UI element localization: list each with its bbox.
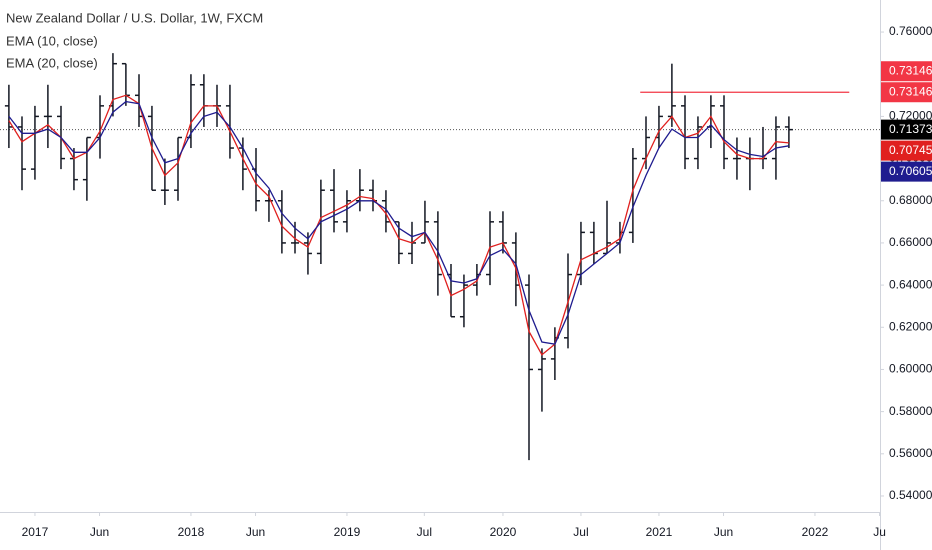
y-tick-label: 0.54000: [889, 488, 932, 502]
chart-title: New Zealand Dollar / U.S. Dollar, 1W, FX…: [6, 10, 263, 25]
price-label: 0.73146: [889, 63, 932, 77]
x-tick-label: 2022: [802, 525, 829, 539]
x-tick-label: Jun: [90, 525, 109, 539]
x-tick-label: 2018: [178, 525, 205, 539]
price-label-box: [881, 140, 932, 161]
ema-line: [8, 100, 790, 345]
y-tick-label: 0.62000: [889, 319, 932, 333]
price-label: 0.71373: [889, 122, 932, 136]
price-label: 0.70745: [889, 143, 932, 157]
legend-entry: EMA (10, close): [6, 33, 98, 48]
y-tick-label: 0.56000: [889, 446, 932, 460]
y-tick-label: 0.58000: [889, 404, 932, 418]
price-label: 0.70605: [889, 164, 932, 178]
y-tick-label: 0.64000: [889, 277, 932, 291]
x-tick-label: 2019: [334, 525, 361, 539]
y-tick-label: 0.72000: [889, 109, 932, 123]
x-tick-label: 2021: [646, 525, 673, 539]
y-tick-label: 0.76000: [889, 24, 932, 38]
x-tick-label: Ju: [873, 525, 886, 539]
plot: [0, 53, 880, 461]
price-label-box: [881, 119, 932, 140]
price-label-box: [881, 161, 932, 182]
x-tick-label: Jun: [246, 525, 265, 539]
y-tick-label: 0.60000: [889, 362, 932, 376]
price-label-box: [881, 82, 932, 103]
y-tick-label: 0.68000: [889, 193, 932, 207]
x-tick-label: 2017: [22, 525, 49, 539]
x-tick-label: Jul: [417, 525, 432, 539]
x-tick-label: Jul: [573, 525, 588, 539]
x-tick-label: 2020: [490, 525, 517, 539]
price-label-box: [881, 61, 932, 82]
y-tick-label: 0.66000: [889, 235, 932, 249]
x-tick-label: Jun: [714, 525, 733, 539]
price-label: 0.73146: [889, 84, 932, 98]
legend-entry: EMA (20, close): [6, 55, 98, 70]
